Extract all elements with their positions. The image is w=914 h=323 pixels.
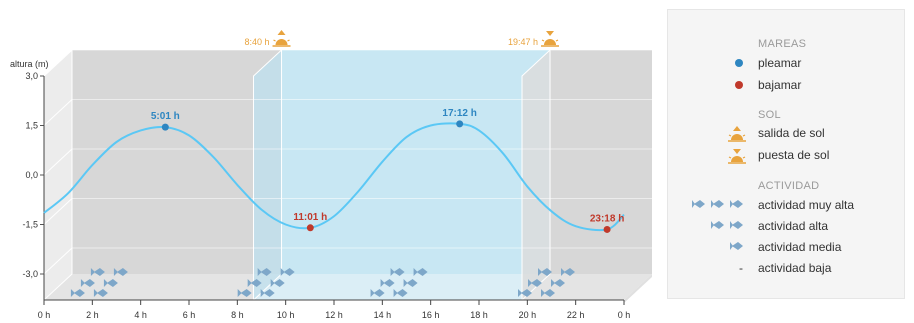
sunset-icon-ray (555, 39, 559, 42)
fish-icon-media (730, 242, 743, 250)
legend-actividad-alta: actividad alta (758, 219, 829, 233)
legend-actividad-baja: actividad baja (758, 261, 832, 275)
activity-fish (90, 268, 105, 276)
y-tick-label: 3,0 (25, 71, 38, 81)
bajamar-time-label: 11:01 h (293, 212, 327, 223)
fish-icon-alta (711, 221, 743, 229)
activity-fish (280, 268, 295, 276)
y-grid-diag (43, 247, 73, 275)
tide-curve (43, 122, 625, 232)
legend-actividad-media: actividad media (758, 240, 842, 254)
sunset-time-label: 19:47 h (508, 37, 538, 47)
y-tick-label: 0,0 (25, 170, 38, 180)
y-grid-diag (43, 99, 73, 126)
day-band-floor (253, 274, 551, 300)
legend-actividad-title: ACTIVIDAD (758, 180, 820, 192)
activity-fish (80, 279, 95, 287)
activity-fish (538, 268, 552, 276)
floor-edge (624, 274, 652, 303)
sunrise-icon-ray (287, 39, 290, 42)
sunrise-icon (728, 126, 746, 142)
x-tick-label: 16 h (422, 310, 440, 320)
legend-actividad-muy-alta: actividad muy alta (758, 198, 855, 212)
x-tick-label: 6 h (183, 310, 196, 320)
x-tick-label: 22 h (567, 310, 585, 320)
activity-fish (93, 289, 108, 297)
activity-fish (561, 268, 575, 276)
tide-chart: 3,0 1,5 0,0 -1,5 -3,0 altura (m) 0 h 2 h 4 h 6 h 8… (10, 30, 652, 320)
sunrise-icon-disk (275, 39, 288, 45)
activity-fish (413, 268, 428, 276)
legend-pleamar: pleamar (758, 56, 802, 70)
x-tick-label: 12 h (325, 310, 343, 320)
activity-fish (70, 289, 85, 297)
pleamar-dot-icon (735, 59, 743, 67)
activity-fish (270, 279, 285, 287)
activity-fish (260, 289, 275, 297)
bajamar-point (603, 225, 611, 233)
sunset-icon-arrow (546, 31, 555, 36)
x-tick-label: 4 h (134, 310, 147, 320)
sunset-icon (728, 149, 746, 164)
sunset-icon-ray (541, 39, 545, 42)
activity-fish (393, 289, 408, 297)
activity-fish (541, 289, 555, 297)
pleamar-time-label: 5:01 h (151, 111, 180, 122)
activity-fish (380, 279, 395, 287)
legend-sol-title: SOL (758, 109, 781, 121)
activity-fish (103, 279, 118, 287)
pleamar-point (161, 123, 169, 131)
activity-fish (247, 279, 262, 287)
y-grid-diag (43, 148, 73, 176)
y-tick-label: 1,5 (25, 121, 38, 131)
legend-salida-de-sol: salida de sol (758, 126, 825, 140)
activity-fish (390, 268, 405, 276)
legend-mareas-title: MAREAS (758, 38, 807, 50)
sunset-icon-disk (544, 39, 557, 45)
sunset-plane (521, 48, 551, 302)
pleamar-time-label: 17:12 h (442, 108, 476, 119)
bajamar-time-label: 23:18 h (590, 213, 624, 224)
sunrise-icon-ray (273, 39, 276, 42)
y-grid-diag (43, 198, 73, 225)
fish-icon-muy-alta (692, 200, 743, 208)
activity-fish (403, 279, 418, 287)
y-tick-label: -1,5 (22, 220, 38, 230)
sunrise-time-label: 8:40 h (244, 37, 269, 47)
activity-fish (237, 289, 252, 297)
activity-fish (113, 268, 128, 276)
sunrise-icon (272, 30, 291, 47)
x-tick-label: 14 h (374, 310, 392, 320)
activity-fish (518, 289, 532, 297)
x-tick-label: 2 h (86, 310, 99, 320)
legend-bajamar: bajamar (758, 78, 802, 92)
sunrise-icon-arrow (277, 30, 286, 35)
bajamar-dot-icon (735, 81, 743, 89)
legend-panel: MAREAS pleamar bajamar SOL salida de sol… (667, 9, 905, 299)
x-tick-label: 20 h (519, 310, 537, 320)
day-band-back (281, 50, 551, 274)
x-tick-label: 8 h (231, 310, 244, 320)
x-tick-label: 10 h (277, 310, 295, 320)
activity-fish (257, 268, 272, 276)
x-tick-label: 0 h (618, 310, 631, 320)
x-tick-label: 0 h (38, 310, 51, 320)
y-axis-title: altura (m) (10, 59, 49, 69)
activity-fish (551, 279, 565, 287)
pleamar-point (456, 120, 464, 128)
y-tick-label: -3,0 (22, 269, 38, 279)
y-grid-diag (43, 49, 73, 77)
activity-fish (370, 289, 385, 297)
legend-puesta-de-sol: puesta de sol (758, 148, 830, 162)
left-wall (43, 48, 73, 302)
activity-fish (528, 279, 542, 287)
x-tick-label: 18 h (470, 310, 488, 320)
bajamar-point (306, 224, 314, 232)
legend-actividad-baja-symbol: - (739, 261, 743, 275)
sunset-icon (541, 31, 560, 47)
sunrise-plane (253, 48, 283, 302)
